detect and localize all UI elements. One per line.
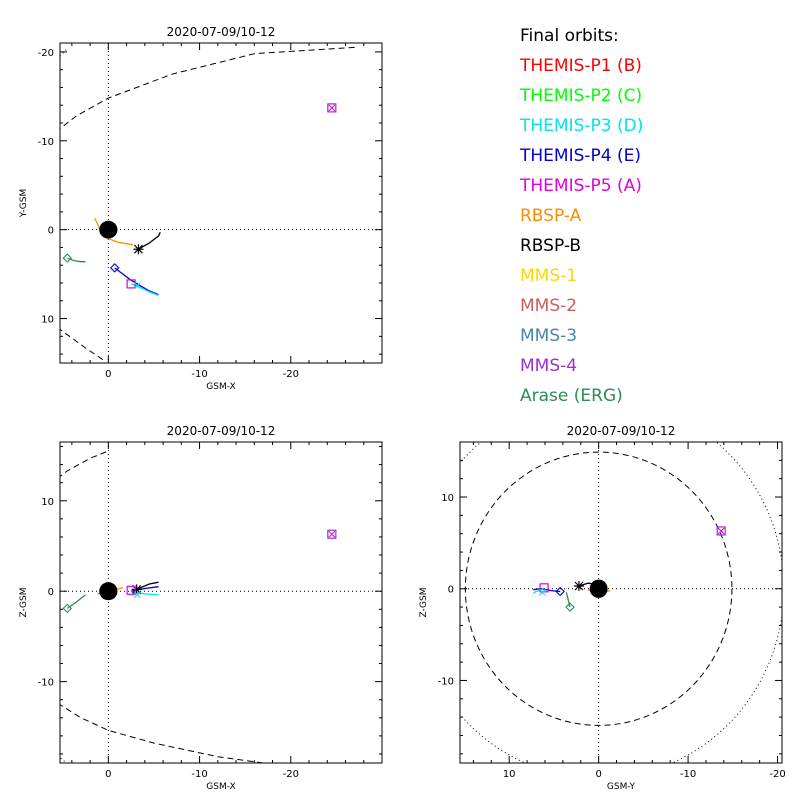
orbit-track (532, 587, 545, 594)
orbit-track (136, 581, 159, 590)
spacecraft-marker (327, 529, 337, 539)
legend-item: THEMIS-P5 (A) (519, 176, 642, 196)
spacecraft-marker (126, 279, 136, 289)
orbit-track (565, 592, 571, 608)
magnetopause-curve (60, 46, 355, 130)
x-tick-label: -20 (283, 769, 299, 780)
spacecraft-marker (126, 585, 136, 595)
legend-title: Final orbits: (520, 26, 619, 46)
panel-yz: 10 0 -10 -20 10 0 -10 2020-07-09/10-12 GSM-Y Z-GS… (419, 424, 786, 792)
legend: Final orbits: THEMIS-P1 (B) THEMIS-P2 (C)… (519, 26, 643, 406)
y-axis-label: Z-GSM (19, 587, 29, 617)
y-tick-label: -10 (438, 676, 454, 687)
spacecraft-marker (134, 591, 141, 599)
spacecraft-marker (717, 527, 725, 535)
spacecraft-marker (573, 580, 584, 591)
orbit-track (66, 594, 86, 609)
legend-item: Arase (ERG) (520, 386, 623, 406)
x-tick-label: -10 (191, 369, 207, 380)
spacecraft-marker (62, 253, 73, 263)
legend-item: MMS-2 (520, 296, 577, 316)
y-tick-label: 10 (41, 315, 54, 326)
orbit-track (114, 267, 159, 296)
spacecraft-marker (131, 584, 142, 595)
x-tick-label: -10 (191, 769, 207, 780)
spacecraft-marker (133, 244, 144, 255)
y-tick-label: 10 (41, 497, 54, 508)
panel-title: 2020-07-09/10-12 (567, 424, 676, 438)
panel-title: 2020-07-09/10-12 (167, 25, 276, 39)
orbit-track (533, 588, 561, 593)
spacecraft-marker (565, 602, 575, 612)
legend-item: THEMIS-P2 (C) (519, 86, 642, 106)
x-tick-label: -20 (283, 369, 299, 380)
x-axis-label: GSM-Y (607, 782, 636, 792)
y-axis-label: Z-GSM (419, 587, 429, 617)
earth-disc (589, 579, 608, 598)
magnetopause-curve (60, 704, 264, 763)
legend-item: MMS-1 (520, 266, 577, 286)
x-axis-label: GSM-X (206, 782, 235, 792)
x-tick-label: -10 (680, 769, 696, 780)
panel-xy: 0 -10 -20 10 0 -10 -20 2020-07-09/10-12 GSM-X Y-G… (19, 25, 383, 392)
spacecraft-marker (109, 263, 120, 273)
x-tick-label: 0 (595, 769, 601, 780)
legend-item: MMS-3 (520, 326, 577, 346)
x-tick-label: 10 (503, 769, 516, 780)
x-tick-label: -20 (769, 769, 785, 780)
spacecraft-marker (327, 103, 337, 113)
y-tick-label: 0 (448, 585, 454, 596)
y-tick-label: -20 (38, 48, 54, 59)
plot-frame (59, 441, 383, 764)
x-tick-label: 0 (105, 769, 111, 780)
y-tick-label: -10 (38, 137, 54, 148)
y-axis-label: Y-GSM (19, 189, 29, 218)
legend-item: THEMIS-P4 (E) (519, 146, 641, 166)
plot-frame (59, 42, 383, 364)
spacecraft-marker (555, 586, 565, 597)
spacecraft-marker (134, 282, 141, 290)
orbit-track (138, 232, 161, 250)
magnetopause-curve (60, 450, 109, 477)
x-axis-label: GSM-X (206, 382, 235, 392)
legend-item: RBSP-B (520, 236, 581, 256)
earth-disc (99, 220, 118, 239)
legend-item: RBSP-A (520, 206, 582, 226)
legend-items: THEMIS-P1 (B) THEMIS-P2 (C) THEMIS-P3 (D) T… (519, 56, 643, 406)
earth-disc (99, 582, 118, 601)
plot-area (60, 43, 382, 363)
spacecraft-marker (328, 530, 336, 538)
bow-shock-curve (60, 756, 67, 763)
y-tick-label: 10 (441, 493, 454, 504)
plot-area (460, 442, 782, 763)
legend-item: THEMIS-P3 (D) (519, 116, 643, 136)
spacecraft-marker (538, 589, 546, 596)
panel-xz: 0 -10 -20 10 0 -10 2020-07-09/10-12 GSM-X Z-GSM (19, 424, 383, 792)
orbit-track (94, 217, 134, 246)
spacecraft-marker (716, 526, 726, 536)
orbit-track (67, 257, 86, 263)
legend-item: THEMIS-P1 (B) (519, 56, 642, 76)
spacecraft-marker (328, 104, 336, 112)
y-tick-label: 0 (48, 226, 54, 237)
y-tick-label: -10 (38, 678, 54, 689)
legend-item: MMS-4 (520, 356, 577, 376)
plot-area (60, 442, 382, 763)
plot-frame (459, 441, 783, 764)
y-tick-label: 0 (48, 587, 54, 598)
spacecraft-marker (539, 583, 549, 593)
magnetopause-curve (60, 328, 105, 361)
spacecraft-marker (62, 603, 73, 614)
x-tick-label: 0 (105, 369, 111, 380)
panel-title: 2020-07-09/10-12 (167, 424, 276, 438)
